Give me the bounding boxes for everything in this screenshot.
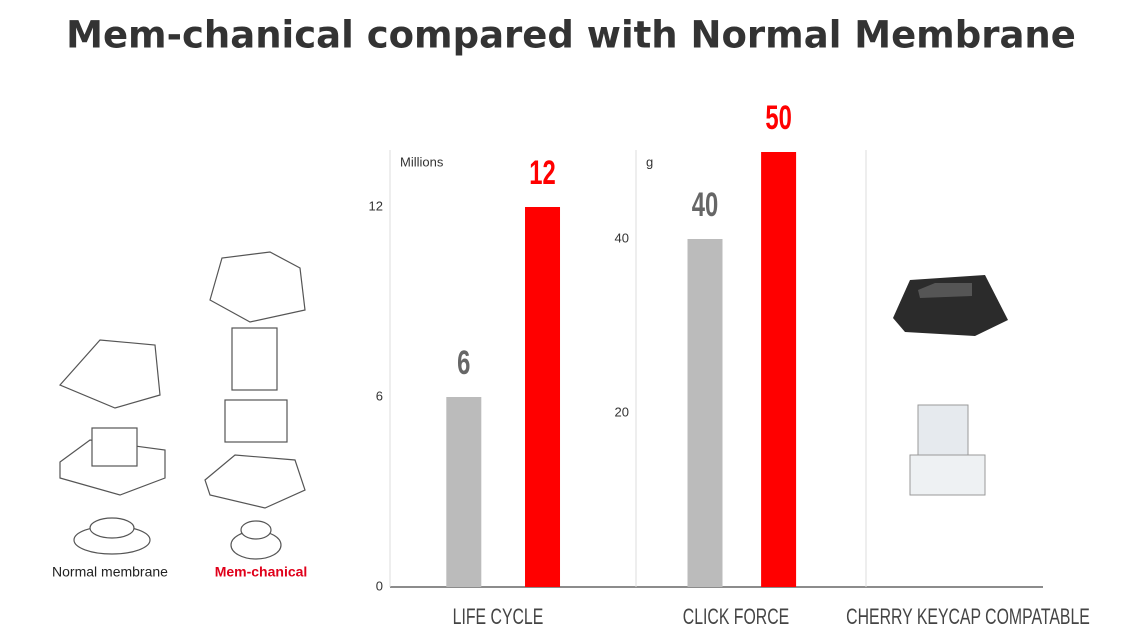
y-tick-label: 12 (369, 198, 383, 213)
unit-label: Millions (400, 154, 444, 169)
bar (525, 207, 561, 587)
category-title: CLICK FORCE (683, 605, 789, 629)
value-label: 6 (457, 344, 470, 382)
y-tick-label: 20 (615, 404, 629, 419)
bar (446, 397, 482, 587)
right-label: Mem-chanical (215, 564, 308, 580)
y-tick-label: 6 (376, 388, 383, 403)
y-tick-label: 40 (615, 230, 629, 245)
bar (761, 152, 797, 587)
unit-label: g (646, 154, 653, 169)
value-label: 12 (529, 154, 555, 192)
category-title: LIFE CYCLE (453, 605, 544, 629)
panel-label: CHERRY KEYCAP COMPATABLE (846, 605, 1090, 629)
left-label: Normal membrane (52, 564, 168, 580)
value-label: 40 (692, 186, 718, 224)
value-label: 50 (765, 99, 791, 137)
page-title: Mem-chanical compared with Normal Membra… (66, 14, 1076, 57)
mechanical-illustration (204, 251, 306, 560)
bar (687, 239, 723, 587)
membrane-illustration (58, 339, 166, 555)
cherry-illustration (893, 275, 1008, 496)
y-tick-label: 0 (376, 578, 383, 593)
